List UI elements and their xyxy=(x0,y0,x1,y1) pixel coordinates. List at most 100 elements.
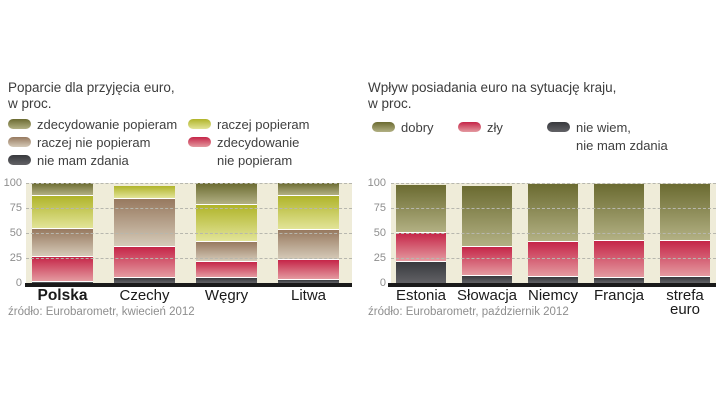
bar-segment-no_opinion xyxy=(196,277,257,283)
x-axis-label-line: euro xyxy=(669,301,701,318)
left-chart-source: źródło: Eurobarometr, kwiecień 2012 xyxy=(8,306,195,318)
gridline xyxy=(26,208,352,209)
x-axis-label-line: Słowacja xyxy=(456,287,518,304)
bar-segment-rather_for xyxy=(32,195,93,228)
x-axis-label-line: Czechy xyxy=(119,287,170,304)
legend-label: zdecydowanie nie popieram xyxy=(217,134,299,170)
bar-segment-dont_know xyxy=(594,277,644,283)
legend-label-line2: nie mam zdania xyxy=(576,138,668,153)
legend-item-no-opinion: nie mam zdania xyxy=(8,152,129,170)
bar-segment-good xyxy=(660,184,710,240)
legend-label-line1: zdecydowanie xyxy=(217,135,300,150)
left-chart-title: Poparcie dla przyjęcia euro, w proc. xyxy=(8,80,175,112)
legend-swatch-yellow-green xyxy=(188,119,211,129)
right-chart-title-line1: Wpływ posiadania euro na sytuację kraju, xyxy=(368,80,617,95)
legend-item-rather-against: raczej nie popieram xyxy=(8,134,150,152)
gridline xyxy=(26,233,352,234)
x-axis-label: Litwa xyxy=(263,287,355,304)
right-chart-title-line2: w proc. xyxy=(368,96,412,111)
bar-segment-strongly_for xyxy=(32,183,93,195)
x-axis-label: Polska xyxy=(17,287,109,304)
bar-segment-strongly_against xyxy=(196,261,257,277)
x-axis-label: Niemcy xyxy=(507,287,599,304)
x-axis-label: Węgry xyxy=(181,287,273,304)
legend-label: zły xyxy=(487,120,503,135)
gridline xyxy=(26,183,352,184)
y-tick-label: 50 xyxy=(9,227,22,239)
x-axis-baseline xyxy=(388,283,716,287)
legend-label: dobry xyxy=(401,120,434,135)
legend-label-line1: nie wiem, xyxy=(576,120,631,135)
legend-swatch-dark-gray xyxy=(8,155,31,165)
legend-item-dont-know: nie wiem, nie mam zdania xyxy=(547,119,668,155)
bar-segment-no_opinion xyxy=(32,281,93,283)
legend-label-line2: nie popieram xyxy=(217,153,293,168)
y-tick-label: 100 xyxy=(367,177,386,189)
bar-segment-rather_against xyxy=(196,241,257,261)
x-axis-label-line: Polska xyxy=(37,287,88,304)
gridline xyxy=(391,208,716,209)
legend-item-bad: zły xyxy=(458,119,503,137)
bar-segment-strongly_against xyxy=(114,246,175,277)
x-axis-label: Estonia xyxy=(375,287,467,304)
bar-segment-dont_know xyxy=(660,276,710,283)
gridline xyxy=(391,183,716,184)
x-axis-label: Francja xyxy=(573,287,665,304)
y-tick-label: 50 xyxy=(373,227,386,239)
legend-swatch-crimson xyxy=(458,122,481,132)
x-axis-label-line: Francja xyxy=(593,287,645,304)
bar-segment-strongly_against xyxy=(32,256,93,281)
legend-item-rather-for: raczej popieram xyxy=(188,116,310,134)
x-axis-label-line: Węgry xyxy=(204,287,249,304)
legend-swatch-olive xyxy=(372,122,395,132)
y-tick-label: 100 xyxy=(3,177,22,189)
right-chart-title: Wpływ posiadania euro na sytuację kraju,… xyxy=(368,80,616,112)
right-chart-source: źródło: Eurobarometr, październik 2012 xyxy=(368,306,569,318)
gridline xyxy=(26,258,352,259)
bar-segment-rather_for xyxy=(114,186,175,198)
bar-segment-rather_for xyxy=(196,204,257,241)
y-tick-label: 0 xyxy=(15,277,22,289)
y-tick-label: 25 xyxy=(373,252,386,264)
bar-segment-rather_against xyxy=(114,198,175,246)
bar-segment-strongly_for xyxy=(278,183,339,195)
left-chart-title-line2: w proc. xyxy=(8,96,52,111)
x-axis-baseline xyxy=(25,283,352,287)
bar-segment-rather_against xyxy=(278,229,339,259)
bar-segment-strongly_for xyxy=(196,183,257,204)
bar-segment-no_opinion xyxy=(278,279,339,283)
x-axis-label: Słowacja xyxy=(441,287,533,304)
x-axis-label-line: Litwa xyxy=(290,287,327,304)
gridline xyxy=(391,258,716,259)
x-axis-label-line: strefa xyxy=(666,287,704,304)
bar-segment-strongly_against xyxy=(278,259,339,279)
legend-label: nie wiem, nie mam zdania xyxy=(576,119,668,155)
bar-segment-good xyxy=(462,186,512,246)
legend-item-strongly-for: zdecydowanie popieram xyxy=(8,116,177,134)
left-chart-title-line1: Poparcie dla przyjęcia euro, xyxy=(8,80,175,95)
y-tick-label: 75 xyxy=(9,202,22,214)
bar-segment-no_opinion xyxy=(114,277,175,283)
legend-label: zdecydowanie popieram xyxy=(37,117,178,132)
legend-swatch-olive xyxy=(8,119,31,129)
x-axis-label: strefa euro xyxy=(639,287,720,318)
y-tick-label: 0 xyxy=(379,277,386,289)
bar-segment-dont_know xyxy=(396,261,446,283)
legend-swatch-tan xyxy=(8,137,31,147)
bar-segment-good xyxy=(528,184,578,241)
bar-segment-good xyxy=(594,184,644,240)
legend-label: raczej nie popieram xyxy=(37,135,151,150)
legend-label: raczej popieram xyxy=(217,117,310,132)
gridline xyxy=(391,233,716,234)
legend-item-good: dobry xyxy=(372,119,434,137)
x-axis-label: Czechy xyxy=(99,287,191,304)
bar-segment-dont_know xyxy=(528,276,578,283)
bar-segment-rather_against xyxy=(32,228,93,256)
legend-item-strongly-against: zdecydowanie nie popieram xyxy=(188,134,299,170)
legend-label: nie mam zdania xyxy=(37,153,129,168)
x-axis-label-line: Estonia xyxy=(395,287,447,304)
x-axis-label-line: Niemcy xyxy=(527,287,578,304)
legend-swatch-crimson xyxy=(188,137,211,147)
y-tick-label: 25 xyxy=(9,252,22,264)
